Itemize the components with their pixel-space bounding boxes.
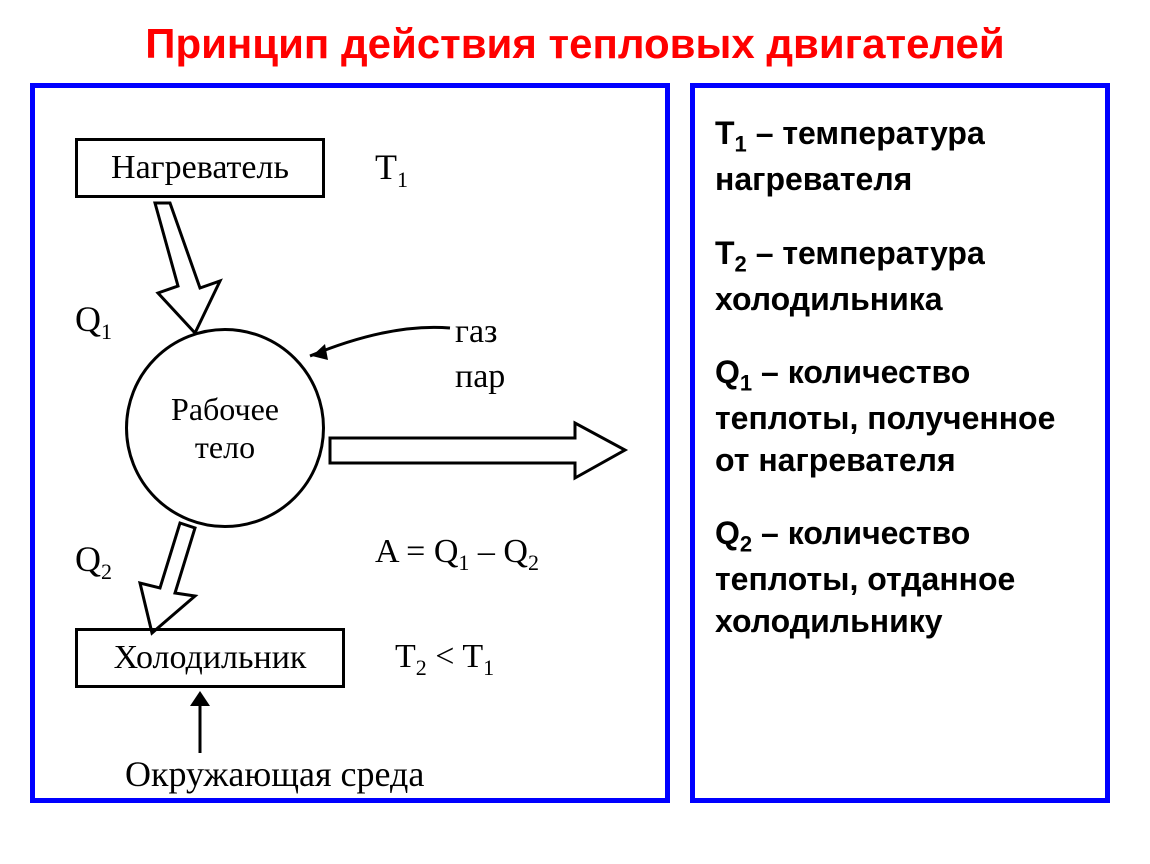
diagram-panel: Нагреватель T1 Q1 Рабочее тело газ пар xyxy=(30,83,670,803)
arrow-env-to-cooler xyxy=(180,688,220,758)
t2-inequality: T2 < T1 xyxy=(395,638,494,681)
legend-t2: T2 – температура холодильника xyxy=(715,233,1085,321)
cooler-box: Холодильник xyxy=(75,628,345,688)
legend-t1: T1 – температура нагревателя xyxy=(715,113,1085,201)
body-text-1: Рабочее xyxy=(171,390,279,428)
arrow-gas-pointer xyxy=(290,318,460,388)
arrow-heater-to-body xyxy=(125,198,225,338)
arrow-work-output xyxy=(325,418,635,488)
legend-q1: Q1 – количество теплоты, полученное от н… xyxy=(715,352,1085,481)
gas-label: газ xyxy=(455,313,497,351)
par-label: пар xyxy=(455,358,505,396)
env-label: Окружающая среда xyxy=(125,753,424,795)
q1-label: Q1 xyxy=(75,298,112,345)
heater-box: Нагреватель xyxy=(75,138,325,198)
legend-panel: T1 – температура нагревателя T2 – темпер… xyxy=(690,83,1110,803)
arrow-body-to-cooler xyxy=(130,518,230,638)
content-area: Нагреватель T1 Q1 Рабочее тело газ пар xyxy=(0,83,1150,803)
slide-title: Принцип действия тепловых двигателей xyxy=(0,0,1150,83)
body-text-2: тело xyxy=(195,428,255,466)
q2-label: Q2 xyxy=(75,538,112,585)
formula-label: A = Q1 – Q2 xyxy=(375,533,539,576)
legend-q2: Q2 – количество теплоты, отданное холоди… xyxy=(715,513,1085,642)
t1-label: T1 xyxy=(375,146,408,193)
